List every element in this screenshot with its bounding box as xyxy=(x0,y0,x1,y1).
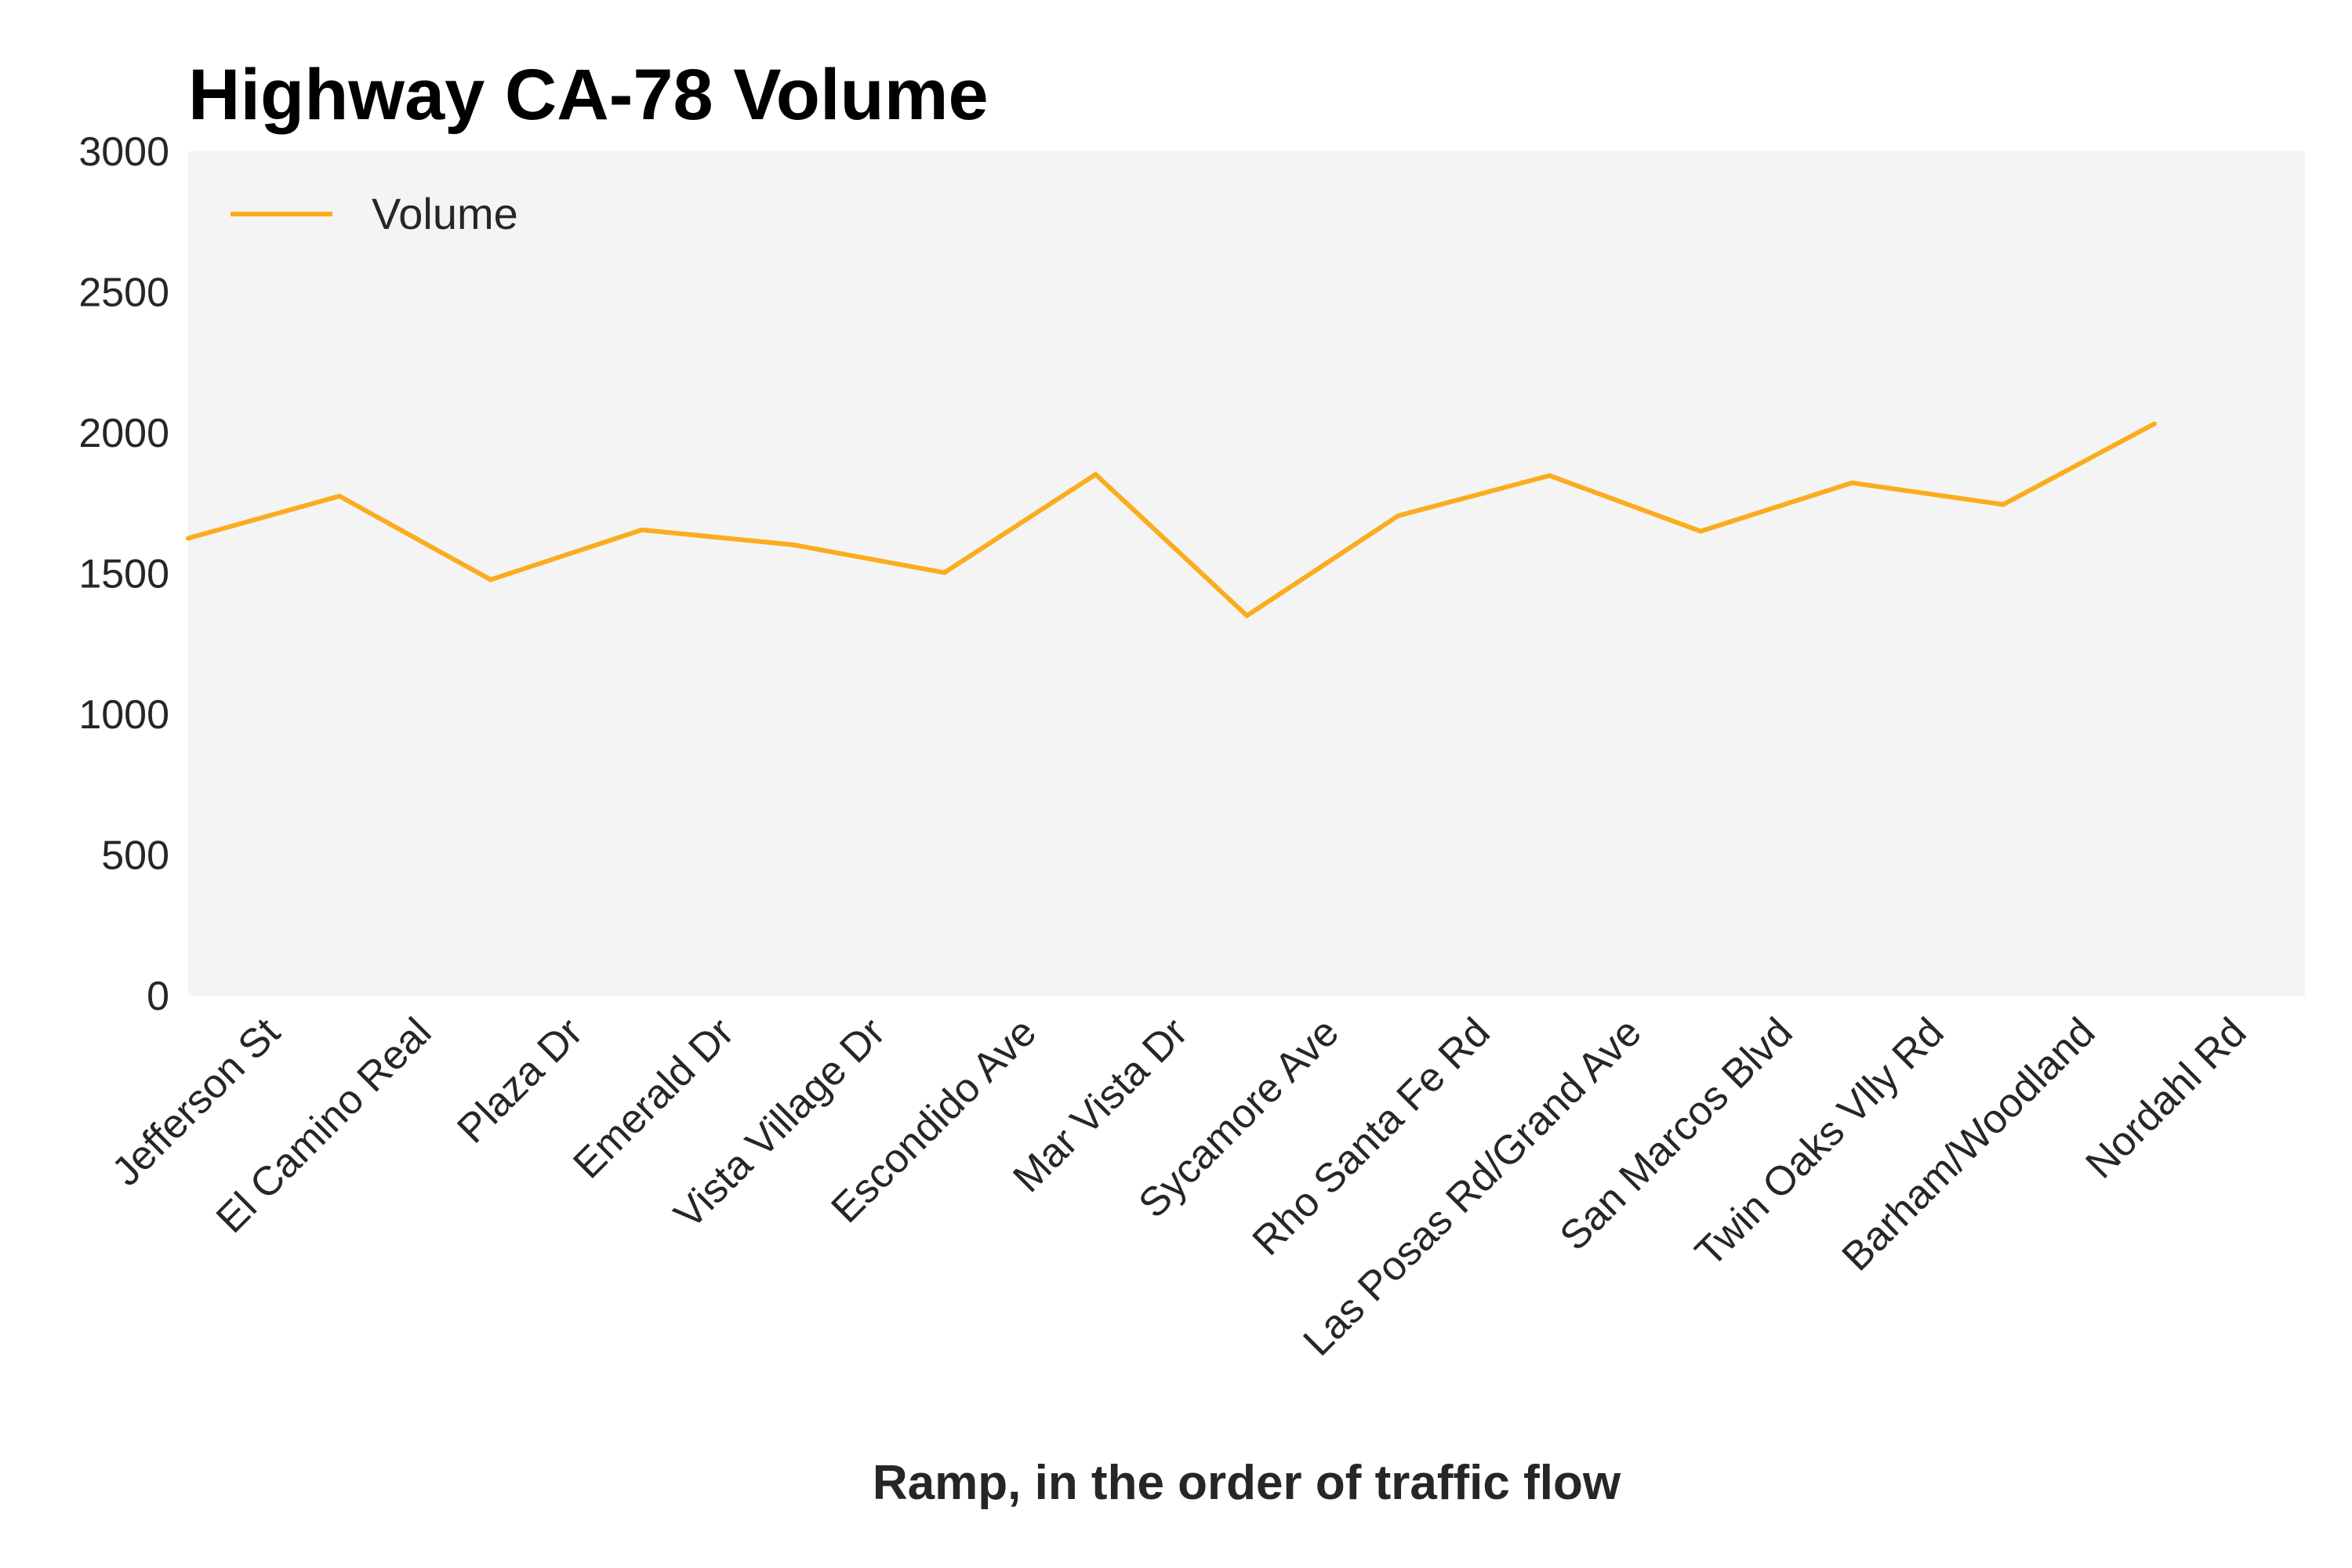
data-point xyxy=(1698,528,1704,534)
data-point xyxy=(336,493,342,499)
chart-title: Highway CA-78 Volume xyxy=(188,55,989,135)
data-point xyxy=(186,535,191,541)
legend: Volume xyxy=(230,189,518,238)
y-tick-label: 3000 xyxy=(78,129,169,175)
y-tick-label: 1500 xyxy=(78,552,169,597)
y-tick-label: 1000 xyxy=(78,692,169,738)
data-point xyxy=(1244,613,1250,619)
legend-label-volume: Volume xyxy=(372,189,518,238)
y-axis: 0 500 1000 1500 2000 2500 3000 xyxy=(78,129,169,1019)
y-tick-label: 2500 xyxy=(78,270,169,316)
series-layer xyxy=(186,421,2157,619)
data-point xyxy=(1849,480,1855,485)
data-point xyxy=(488,577,493,583)
data-point xyxy=(1093,472,1098,477)
x-axis-label: Ramp, in the order of traffic flow xyxy=(873,1456,1621,1510)
data-point xyxy=(639,527,644,532)
data-point xyxy=(1547,473,1552,478)
x-tick-label: Twin Oaks Vlly Rd xyxy=(1686,1009,1952,1275)
data-point xyxy=(2152,421,2157,426)
data-point xyxy=(1396,513,1401,518)
x-tick-label: Barham/Woodland xyxy=(1834,1009,2104,1279)
series-line-volume xyxy=(187,421,2156,619)
y-tick-label: 500 xyxy=(101,833,169,879)
data-point xyxy=(942,570,947,575)
data-point xyxy=(790,542,796,547)
plot-area xyxy=(188,151,2305,996)
data-point xyxy=(2001,502,2006,507)
y-tick-label: 0 xyxy=(147,974,169,1019)
y-tick-label: 2000 xyxy=(78,411,169,456)
x-tick-label: Plaza Dr xyxy=(448,1009,591,1152)
x-tick-label: Nordahl Rd xyxy=(2077,1009,2255,1187)
